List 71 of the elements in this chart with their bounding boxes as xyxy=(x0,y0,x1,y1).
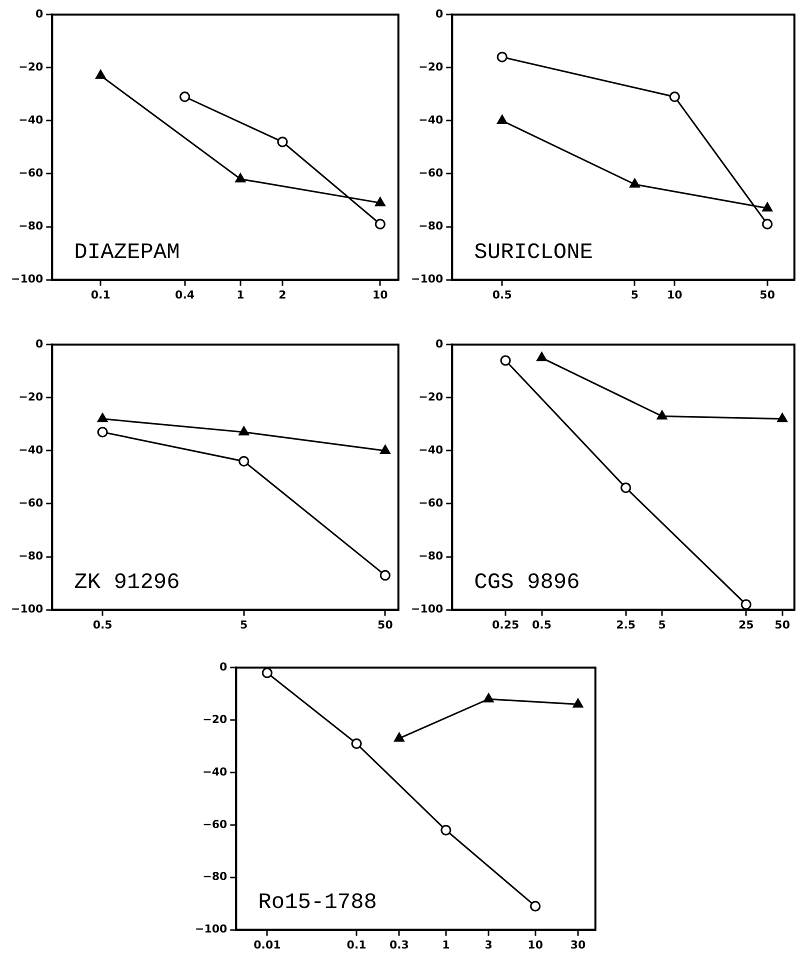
y-tick-label: −20 xyxy=(18,390,44,404)
y-tick-label: −60 xyxy=(18,166,44,180)
x-tick-label: 0.1 xyxy=(90,288,110,302)
y-tick-label: −20 xyxy=(202,712,228,726)
x-tick-label: 30 xyxy=(570,938,586,952)
text: ZK 91296 xyxy=(74,570,180,595)
x-tick-label: 5 xyxy=(240,618,248,632)
y-tick-label: 0 xyxy=(36,337,44,350)
y-tick-label: −20 xyxy=(418,390,444,404)
y-tick-label: −40 xyxy=(18,114,44,127)
text: DIAZEPAM xyxy=(74,240,180,265)
y-tick-label: −40 xyxy=(418,444,444,457)
x-tick-label: 0.5 xyxy=(492,288,512,302)
y-tick-label: −60 xyxy=(418,166,444,180)
point xyxy=(496,52,508,62)
y-tick-label: −80 xyxy=(202,870,228,884)
point xyxy=(380,570,390,581)
x-tick-label: 0.25 xyxy=(492,618,520,632)
x-tick-label: 0.5 xyxy=(532,618,552,632)
y-tick-label: −80 xyxy=(18,220,44,233)
x-tick-label: 0.01 xyxy=(254,938,281,952)
point xyxy=(762,218,773,230)
y-tick-label: −80 xyxy=(18,550,44,563)
x-tick-label: 0.5 xyxy=(92,618,112,632)
x-tick-label: 25 xyxy=(738,618,754,632)
x-tick-label: 3 xyxy=(484,938,492,952)
x-tick-label: 10 xyxy=(666,288,683,302)
x-tick-label: 0.1 xyxy=(346,938,366,952)
x-tick-label: 0.3 xyxy=(389,938,409,952)
point xyxy=(238,426,250,436)
x-tick-label: 10 xyxy=(528,938,544,952)
y-tick-label: −20 xyxy=(418,60,444,74)
y-tick-label: 0 xyxy=(436,337,444,350)
x-tick-label: 2.5 xyxy=(616,618,636,632)
y-tick-label: −80 xyxy=(418,550,444,563)
x-tick-label: 2 xyxy=(278,288,286,302)
y-tick-label: −100 xyxy=(10,272,44,286)
y-tick-label: −100 xyxy=(10,602,44,616)
y-tick-label: −100 xyxy=(410,602,444,616)
point xyxy=(630,178,640,188)
y-tick-label: −60 xyxy=(418,496,444,510)
y-tick-label: −20 xyxy=(18,60,44,74)
y-tick-label: −60 xyxy=(18,496,44,510)
y-tick-label: −40 xyxy=(18,444,44,457)
x-tick-label: 0.4 xyxy=(175,288,195,302)
y-tick-label: 0 xyxy=(36,7,44,20)
y-tick-label: −80 xyxy=(418,220,444,233)
y-tick-label: −40 xyxy=(202,765,228,778)
x-tick-label: 5 xyxy=(630,288,639,302)
y-tick-label: −100 xyxy=(410,272,444,286)
point xyxy=(762,202,772,212)
point xyxy=(238,456,250,467)
y-tick-label: −60 xyxy=(202,818,228,831)
x-tick-label: 50 xyxy=(378,618,394,632)
y-tick-label: 0 xyxy=(220,660,228,674)
x-tick-label: 5 xyxy=(658,618,666,632)
x-tick-label: 50 xyxy=(760,288,776,302)
y-tick-label: 0 xyxy=(436,7,444,20)
point xyxy=(97,426,108,438)
point xyxy=(497,114,508,124)
point xyxy=(97,413,108,422)
x-tick-label: 1 xyxy=(442,938,450,952)
x-tick-label: 10 xyxy=(372,288,388,302)
point xyxy=(380,444,390,454)
x-tick-label: 50 xyxy=(774,618,790,632)
y-tick-label: −100 xyxy=(194,922,228,936)
y-tick-label: −40 xyxy=(418,114,444,127)
x-tick-label: 1 xyxy=(236,288,244,302)
text: CGS 9896 xyxy=(474,570,580,595)
text: Ro15-1788 xyxy=(258,890,378,915)
text: SURICLONE xyxy=(474,240,594,265)
